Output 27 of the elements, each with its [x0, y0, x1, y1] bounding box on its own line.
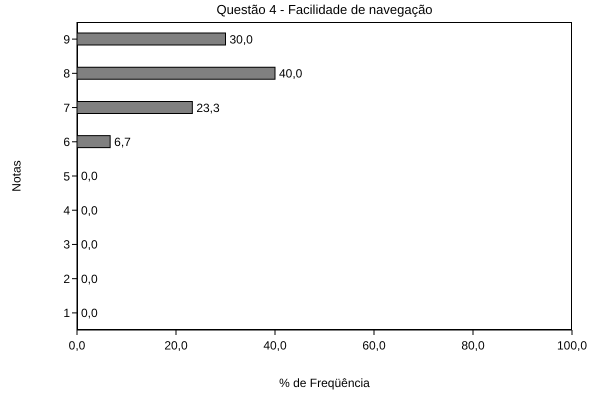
- data-label: 40,0: [279, 66, 303, 81]
- chart-title: Questão 4 - Facilidade de navegação: [215, 2, 434, 17]
- data-label: 0,0: [81, 203, 98, 218]
- y-tick-label: 2: [63, 272, 70, 286]
- y-tick-label: 4: [63, 203, 70, 218]
- x-tick-label: 0,0: [68, 338, 86, 353]
- data-label: 0,0: [81, 306, 98, 320]
- x-tick-label: 40,0: [263, 338, 287, 353]
- data-label: 0,0: [81, 272, 98, 286]
- y-tick-label: 5: [63, 169, 70, 184]
- data-label: 0,0: [81, 169, 98, 184]
- x-tick-label: 60,0: [362, 338, 386, 353]
- x-axis-title: % de Freqüência: [279, 376, 370, 390]
- data-label: 6,7: [114, 134, 132, 149]
- y-tick-label: 1: [63, 306, 70, 320]
- y-tick-label: 3: [63, 238, 70, 252]
- x-tick-label: 20,0: [164, 338, 188, 353]
- y-tick-label: 6: [63, 135, 70, 150]
- x-tick-label: 80,0: [461, 338, 485, 353]
- y-axis-title: Notas: [9, 160, 24, 192]
- y-tick-label: 7: [63, 100, 70, 115]
- data-label: 0,0: [81, 238, 98, 252]
- y-tick-label: 9: [63, 32, 70, 46]
- data-label: 23,3: [196, 100, 220, 115]
- x-tick-label: 100,0: [556, 338, 588, 353]
- y-tick-label: 8: [63, 66, 70, 81]
- data-label: 30,0: [230, 32, 254, 46]
